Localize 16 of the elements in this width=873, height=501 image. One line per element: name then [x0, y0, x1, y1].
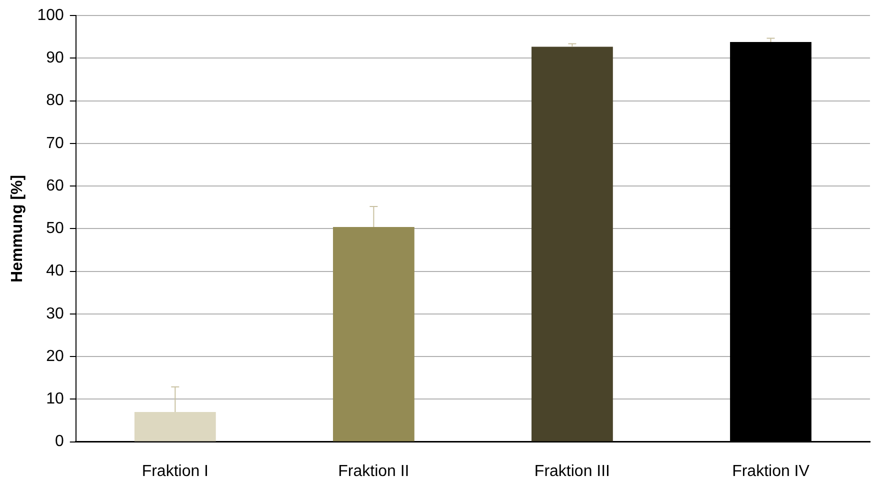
y-tick-label: 0 — [54, 433, 64, 450]
x-tick-label: Fraktion II — [338, 462, 410, 480]
y-tick-label: 40 — [46, 262, 64, 280]
y-tick-label: 60 — [46, 177, 64, 194]
x-tick-label: Fraktion I — [142, 462, 208, 480]
y-tick-label: 10 — [46, 390, 64, 408]
y-tick-label: 90 — [46, 50, 64, 67]
y-tick-label: 80 — [46, 92, 64, 110]
y-axis-title: Hemmung [%] — [9, 174, 26, 282]
y-tick-label: 30 — [46, 305, 64, 322]
y-tick-label: 20 — [46, 348, 64, 365]
x-tick-label: Fraktion IV — [732, 462, 810, 480]
y-tick-label: 50 — [46, 220, 64, 238]
y-tick-label: 100 — [37, 7, 64, 24]
x-tick-label: Fraktion III — [534, 462, 610, 480]
y-tick-label: 70 — [46, 134, 64, 152]
